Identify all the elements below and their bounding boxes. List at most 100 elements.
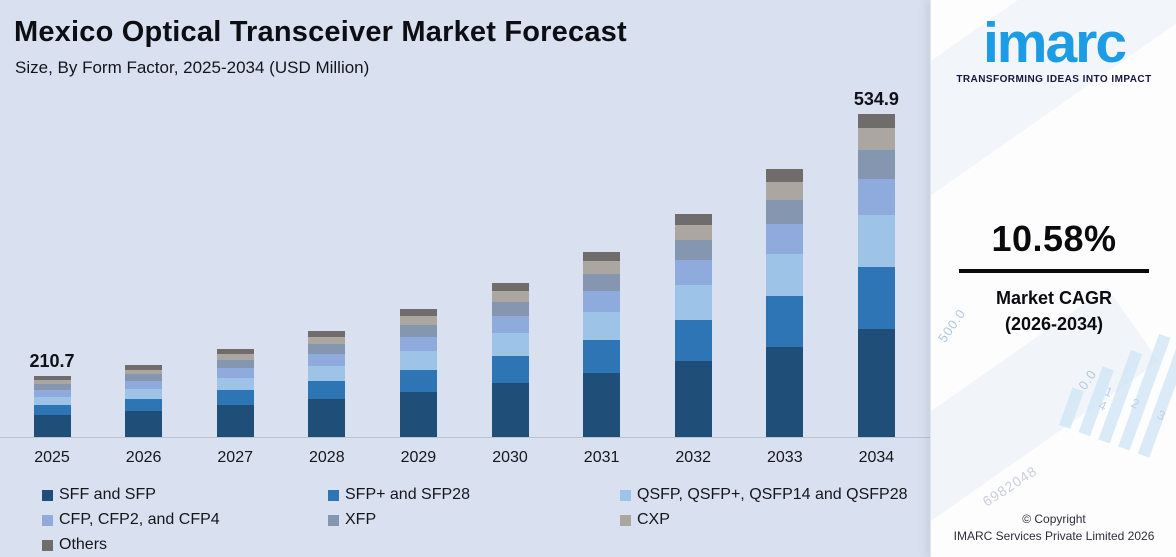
cagr-block: 10.58% Market CAGR (2026-2034): [931, 218, 1176, 337]
bar-segment: [216, 354, 254, 360]
x-axis-label-2025: 2025: [34, 449, 70, 466]
bar-segment: [125, 399, 163, 411]
bar-segment: [857, 215, 895, 267]
bar-segment: [674, 225, 712, 240]
bar-segment: [216, 368, 254, 378]
legend-item: CXP: [620, 511, 670, 529]
bar-segment: [399, 316, 437, 325]
bar-segment: [216, 390, 254, 405]
legend-swatch: [620, 489, 631, 501]
bar-segment: [125, 411, 163, 437]
bar-segment: [491, 291, 529, 302]
bar-segment: [583, 252, 621, 261]
legend-swatch: [42, 489, 53, 501]
bar-segment: [308, 344, 346, 354]
legend-item: CFP, CFP2, and CFP4: [42, 511, 220, 529]
legend-label: CFP, CFP2, and CFP4: [59, 511, 220, 528]
legend-label: Others: [59, 536, 108, 553]
bar-2026: [125, 365, 163, 437]
bar-segment: [766, 347, 804, 437]
imarc-logo: imarc TRANSFORMING IDEAS INTO IMPACT: [931, 13, 1176, 85]
x-axis-label-2030: 2030: [492, 449, 528, 466]
bar-segment: [766, 182, 804, 200]
bar-value-label: 534.9: [853, 89, 899, 109]
bar-segment: [125, 370, 163, 374]
imarc-tagline: TRANSFORMING IDEAS INTO IMPACT: [956, 73, 1152, 85]
legend-label: XFP: [345, 511, 377, 528]
bar-segment: [491, 283, 529, 291]
bar-2025: [33, 376, 71, 437]
bar-segment: [766, 169, 804, 182]
legend-item: XFP: [328, 511, 376, 529]
copyright-line2: IMARC Services Private Limited 2026: [953, 529, 1155, 544]
legend-item: QSFP, QSFP+, QSFP14 and QSFP28: [620, 486, 908, 504]
bar-segment: [399, 392, 437, 437]
bar-segment: [308, 331, 346, 337]
cagr-label-line1: Market CAGR: [995, 288, 1113, 308]
bar-segment: [308, 354, 346, 366]
bar-segment: [33, 405, 71, 415]
bar-segment: [674, 214, 712, 225]
bar-segment: [308, 366, 346, 381]
x-axis-label-2033: 2033: [767, 449, 803, 466]
bar-segment: [308, 399, 346, 437]
legend-label: QSFP, QSFP+, QSFP14 and QSFP28: [637, 486, 908, 503]
bar-segment: [33, 415, 71, 437]
bar-2030: [491, 283, 529, 437]
bar-segment: [216, 349, 254, 354]
bar-segment: [491, 383, 529, 437]
page-title: Mexico Optical Transceiver Market Foreca…: [14, 16, 627, 48]
bar-segment: [33, 384, 71, 390]
x-axis-label-2028: 2028: [309, 449, 345, 466]
bar-segment: [766, 224, 804, 254]
copyright-line1: © Copyright: [1022, 512, 1086, 527]
watermark-number: 6982048: [979, 462, 1040, 510]
bar-segment: [491, 333, 529, 356]
bar-segment: [766, 200, 804, 224]
bar-2027: [216, 349, 254, 437]
legend-swatch: [328, 489, 339, 501]
bar-segment: [583, 261, 621, 274]
bar-segment: [308, 381, 346, 399]
legend-swatch: [620, 514, 631, 526]
bar-segment: [491, 302, 529, 316]
bar-segment: [125, 374, 163, 381]
bar-segment: [857, 128, 895, 150]
watermark-number: 0.0: [1075, 366, 1100, 393]
copyright-notice: © Copyright IMARC Services Private Limit…: [931, 511, 1176, 545]
page-subtitle: Size, By Form Factor, 2025-2034 (USD Mil…: [15, 58, 370, 77]
bar-segment: [399, 337, 437, 351]
x-axis-label-2027: 2027: [217, 449, 253, 466]
bar-segment: [674, 361, 712, 437]
bar-segment: [857, 267, 895, 329]
bar-segment: [125, 389, 163, 399]
bar-segment: [857, 329, 895, 437]
bar-segment: [583, 340, 621, 373]
bar-segment: [491, 316, 529, 333]
bar-segment: [583, 291, 621, 312]
bar-segment: [399, 351, 437, 370]
cagr-label-line2: (2026-2034): [1004, 314, 1104, 335]
bar-segment: [399, 309, 437, 316]
x-axis-label-2029: 2029: [400, 449, 437, 466]
bar-segment: [125, 381, 163, 389]
bar-segment: [33, 376, 71, 380]
cagr-divider: [959, 269, 1149, 273]
legend-label: SFP+ and SFP28: [345, 486, 470, 503]
bar-segment: [583, 312, 621, 340]
bar-segment: [583, 274, 621, 291]
bar-segment: [33, 390, 71, 397]
legend-swatch: [328, 514, 339, 526]
bar-2034: [857, 114, 895, 437]
bar-chart-plot-area: [0, 114, 930, 438]
bar-segment: [33, 397, 71, 405]
brand-panel: 500.0 0.0 1 2 3 4 6982048 imarc TRANSFOR…: [930, 0, 1176, 557]
legend-label: CXP: [637, 511, 670, 528]
bar-segment: [399, 325, 437, 337]
bar-segment: [674, 260, 712, 285]
bar-segment: [33, 380, 71, 384]
legend-item: SFF and SFP: [42, 486, 156, 504]
bar-value-label: 210.7: [29, 351, 75, 371]
bar-segment: [674, 285, 712, 320]
legend-swatch: [42, 539, 53, 551]
